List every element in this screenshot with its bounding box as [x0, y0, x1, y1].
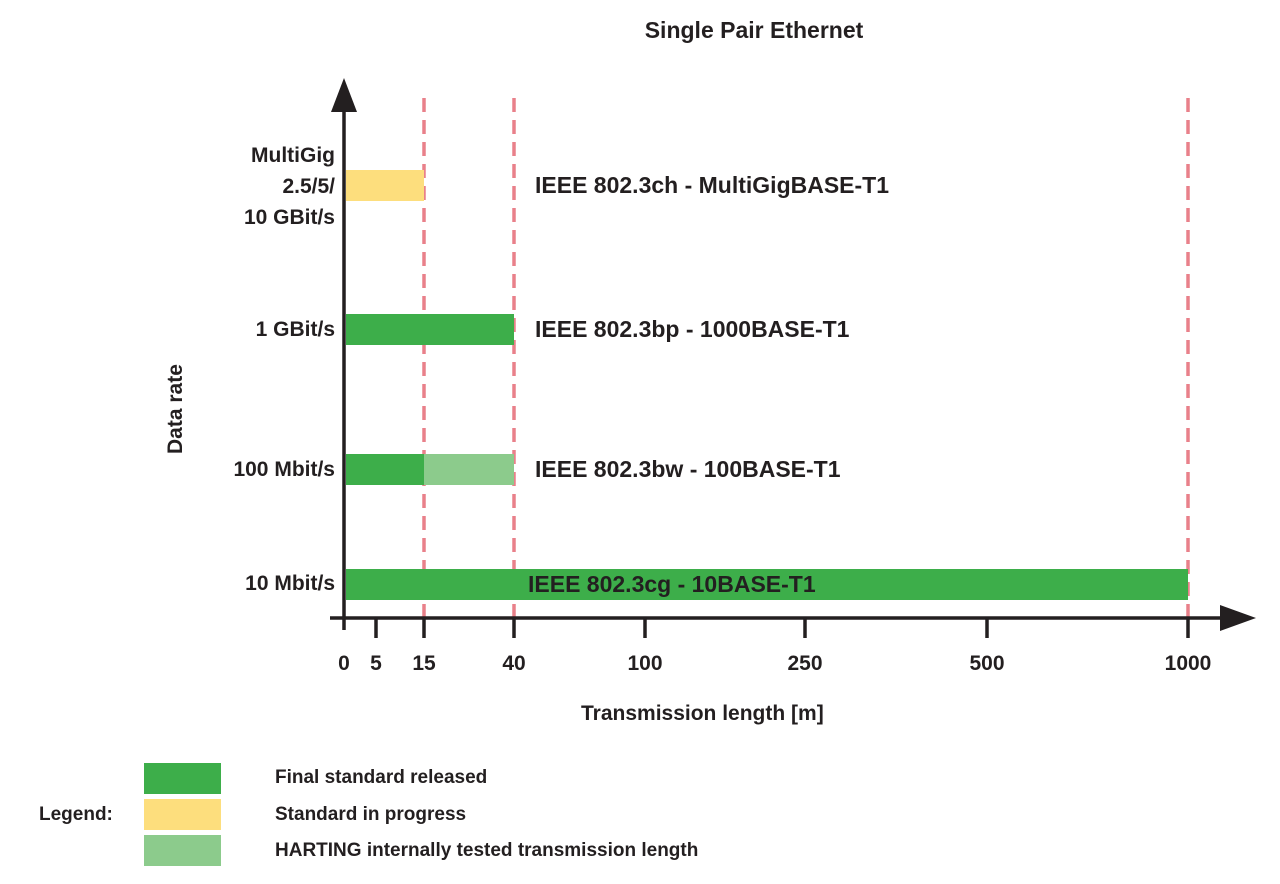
y-label-multigig-line3: 10 GBit/s: [243, 206, 335, 229]
legend-title: Legend:: [39, 804, 113, 825]
y-label-1gbit: 1 GBit/s: [255, 318, 335, 341]
bar-10mbit-final: [346, 569, 1188, 600]
bar-label-100mbit: IEEE 802.3bw - 100BASE-T1: [535, 456, 841, 482]
bar-100mbit-final: [346, 454, 424, 485]
legend-swatch-in-progress: [144, 799, 221, 830]
legend-label-in-progress: Standard in progress: [275, 804, 467, 825]
bar-label-10mbit: IEEE 802.3cg - 10BASE-T1: [528, 571, 816, 597]
x-tick-label-250: 250: [787, 652, 823, 675]
y-label-multigig-line2: 2.5/5/: [282, 175, 335, 198]
x-axis-title: Transmission length [m]: [581, 702, 824, 725]
x-axis-arrowhead-icon: [1220, 605, 1256, 631]
y-label-multigig: MultiGig 2.5/5/ 10 GBit/s: [244, 140, 335, 233]
x-tick-label-1000: 1000: [1164, 652, 1212, 675]
legend-swatch-tested: [144, 835, 221, 866]
y-label-100mbit: 100 Mbit/s: [233, 458, 335, 481]
bar-1gbit-final: [346, 314, 514, 345]
y-axis-title: Data rate: [164, 364, 187, 454]
bar-multigig-in-progress: [346, 170, 424, 201]
bar-100mbit-tested: [424, 454, 514, 485]
x-tick-label-0: 0: [338, 652, 350, 675]
y-label-multigig-line1: MultiGig: [251, 144, 335, 167]
legend-label-tested: HARTING internally tested transmission l…: [275, 840, 699, 861]
x-tick-label-500: 500: [969, 652, 1005, 675]
x-tick-label-15: 15: [412, 652, 436, 675]
x-axis: [330, 605, 1256, 638]
x-tick-label-5: 5: [370, 652, 382, 675]
y-label-10mbit: 10 Mbit/s: [245, 572, 335, 595]
legend-swatch-final: [144, 763, 221, 794]
legend-label-final: Final standard released: [275, 767, 488, 788]
y-axis-arrowhead-icon: [331, 78, 357, 112]
x-tick-label-40: 40: [502, 652, 526, 675]
chart-title: Single Pair Ethernet: [644, 17, 864, 43]
x-tick-label-100: 100: [627, 652, 663, 675]
bar-label-1gbit: IEEE 802.3bp - 1000BASE-T1: [535, 316, 850, 342]
x-axis-ticks: [374, 618, 1190, 638]
bars: [346, 170, 1188, 600]
bar-label-multigig: IEEE 802.3ch - MultiGigBASE-T1: [535, 172, 890, 198]
y-axis: [331, 78, 357, 630]
